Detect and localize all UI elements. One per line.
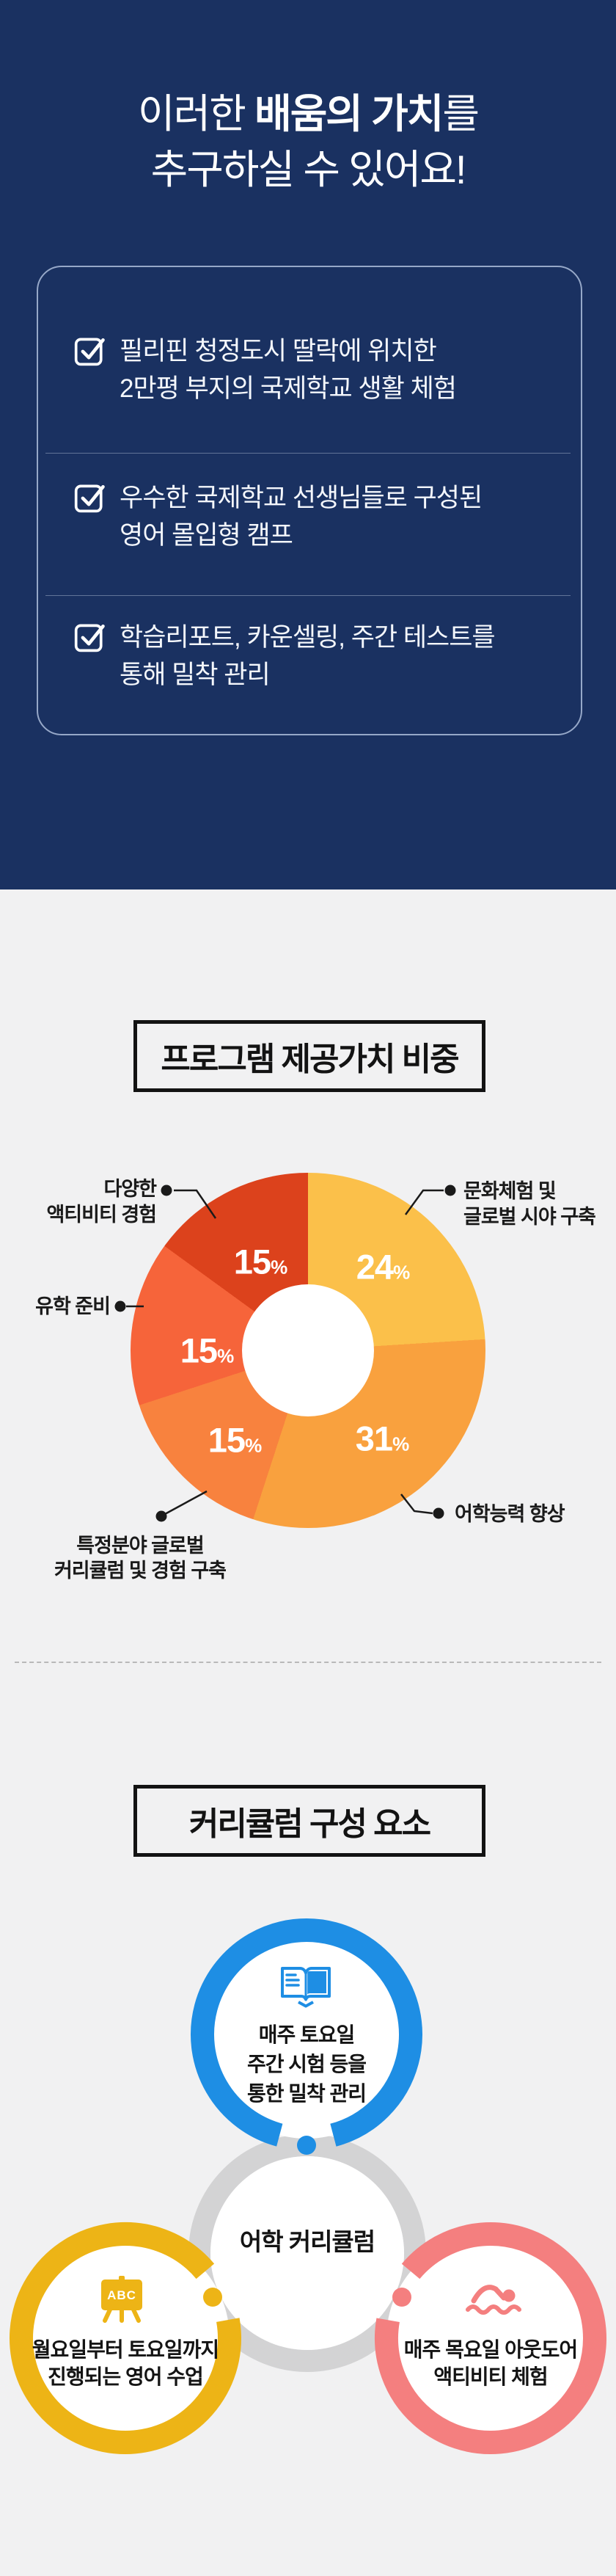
node-test-fill xyxy=(202,1930,411,2139)
label-language: 어학능력 향상 xyxy=(455,1503,565,1525)
benefit-item-3-line2: 통해 밀착 관리 xyxy=(120,661,271,689)
benefit-item-1-line1: 필리핀 청정도시 딸락에 위치한 xyxy=(120,337,437,365)
node-test-ring xyxy=(191,1918,422,2150)
slice-value-activity: 15% xyxy=(233,1242,287,1281)
label-study-abroad: 유학 준비 xyxy=(35,1295,111,1317)
node-activity-ring xyxy=(375,2222,606,2454)
benefit-divider-1 xyxy=(45,453,571,454)
value-donut-hole xyxy=(242,1284,374,1416)
slice-value-culture: 24% xyxy=(356,1247,410,1287)
dot-class xyxy=(203,2288,222,2307)
node-test-text: 매주 토요일 주간 시험 등을 통한 밀착 관리 xyxy=(246,2023,367,2105)
label-activity: 다양한 액티비티 경험 xyxy=(46,1178,157,1226)
benefit-item-2-line1: 우수한 국제학교 선생님들로 구성된 xyxy=(120,484,483,512)
slice-value-language: 31% xyxy=(355,1419,409,1458)
donut-callout-lines xyxy=(114,1185,456,1522)
slice-value-study-abroad: 15% xyxy=(180,1331,234,1370)
slice-value-curriculum: 15% xyxy=(208,1420,262,1460)
dot-test xyxy=(297,2136,316,2155)
center-circle-fill xyxy=(210,2156,404,2350)
benefit-divider-2 xyxy=(45,595,571,596)
dot-activity xyxy=(392,2288,411,2307)
benefit-item-2: 우수한 국제학교 선생님들로 구성된 영어 몰입형 캠프 xyxy=(120,479,483,554)
curriculum-section-title: 커리큘럼 구성 요소 xyxy=(133,1785,485,1857)
callout-dots xyxy=(114,1185,456,1522)
swimmer-icon xyxy=(466,2285,521,2315)
node-class-ring xyxy=(10,2222,241,2454)
benefit-item-1-line2: 2만평 부지의 국제학교 생활 체험 xyxy=(120,374,457,403)
node-activity-text: 매주 목요일 아웃도어 액티비티 체험 xyxy=(403,2338,578,2388)
checkbox-icon xyxy=(74,484,105,513)
curriculum-diagram: ABC xyxy=(10,1918,606,2454)
checkbox-icon xyxy=(74,624,105,652)
hero-title-line1: 이러한 배움의 가치를 xyxy=(0,81,616,139)
benefit-box xyxy=(37,266,582,735)
hero-title-line1-post: 를 xyxy=(442,91,480,137)
hero-title-line1-pre: 이러한 xyxy=(138,91,255,137)
center-label: 어학 커리큘럼 xyxy=(239,2228,375,2255)
benefit-item-3: 학습리포트, 카운셀링, 주간 테스트를 통해 밀착 관리 xyxy=(120,619,496,694)
benefit-item-2-line2: 영어 몰입형 캠프 xyxy=(120,521,293,550)
hero-title-line2: 추구하실 수 있어요! xyxy=(150,147,467,192)
abc-board-icon-label: ABC xyxy=(107,2288,136,2302)
dashed-divider xyxy=(15,1662,601,1663)
benefit-item-3-line1: 학습리포트, 카운셀링, 주간 테스트를 xyxy=(120,623,496,652)
hero-section: 이러한 배움의 가치를 추구하실 수 있어요! 필리핀 청정도시 딸락에 위치한… xyxy=(0,0,616,889)
checkbox-icon xyxy=(74,338,105,366)
node-class-text: 월요일부터 토요일까지 진행되는 영어 수업 xyxy=(32,2338,219,2388)
value-section-title: 프로그램 제공가치 비중 xyxy=(133,1020,485,1092)
node-activity-fill xyxy=(386,2234,595,2442)
open-book-icon xyxy=(281,1967,331,2008)
label-culture: 문화체험 및 글로벌 시야 구축 xyxy=(463,1180,596,1228)
abc-board-icon: ABC xyxy=(101,2276,142,2323)
label-curriculum: 특정분야 글로벌 커리큘럼 및 경험 구축 xyxy=(54,1535,227,1582)
hero-title-line1-bold: 배움의 가치 xyxy=(254,91,444,137)
node-class-fill xyxy=(21,2234,230,2442)
benefit-item-1: 필리핀 청정도시 딸락에 위치한 2만평 부지의 국제학교 생활 체험 xyxy=(120,332,457,407)
